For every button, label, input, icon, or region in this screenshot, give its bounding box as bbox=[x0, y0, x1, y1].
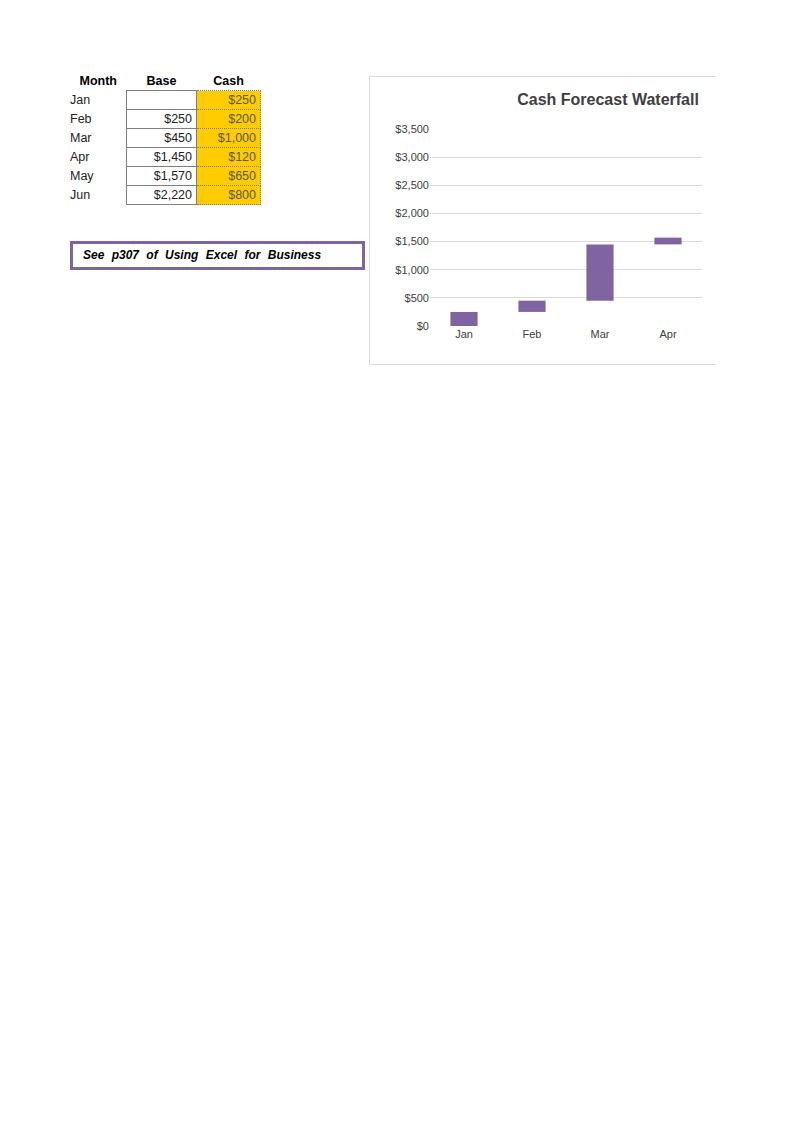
svg-text:$0: $0 bbox=[417, 320, 429, 332]
html-text:$200: $200 bbox=[228, 112, 256, 126]
html-text:$800: $800 bbox=[228, 188, 256, 202]
html-text:May: May bbox=[70, 169, 94, 183]
html-text:Mar: Mar bbox=[70, 131, 92, 145]
html-text:$1,450: $1,450 bbox=[153, 150, 192, 164]
svg-text:Jan: Jan bbox=[455, 328, 473, 340]
svg-text:$1,000: $1,000 bbox=[395, 264, 429, 276]
html-text:Jan: Jan bbox=[70, 93, 91, 107]
html-text:Apr: Apr bbox=[70, 150, 90, 164]
html-text:$1,000: $1,000 bbox=[217, 131, 256, 145]
html-text:$650: $650 bbox=[228, 169, 256, 183]
svg-text:Apr: Apr bbox=[659, 328, 676, 340]
svg-text:Cash Forecast Waterfall: Cash Forecast Waterfall bbox=[517, 91, 699, 108]
html-text:Jun: Jun bbox=[70, 188, 91, 202]
html-text:$120: $120 bbox=[228, 150, 256, 164]
svg-text:$2,000: $2,000 bbox=[395, 207, 429, 219]
svg-text:$3,500: $3,500 bbox=[395, 123, 429, 135]
svg-text:Feb: Feb bbox=[523, 328, 542, 340]
html-text:$2,220: $2,220 bbox=[153, 188, 192, 202]
svg-text:$2,500: $2,500 bbox=[395, 179, 429, 191]
html-text:Feb: Feb bbox=[70, 112, 92, 126]
svg-text:$1,500: $1,500 bbox=[395, 235, 429, 247]
html-text:Base: Base bbox=[146, 74, 177, 88]
html-text:Cash: Cash bbox=[213, 74, 244, 88]
svg-text:$3,000: $3,000 bbox=[395, 151, 429, 163]
html-text:$250: $250 bbox=[228, 93, 256, 107]
svg-text:Mar: Mar bbox=[591, 328, 610, 340]
html-text:$1,570: $1,570 bbox=[153, 169, 192, 183]
html-text:$450: $450 bbox=[164, 131, 192, 145]
svg-text:$500: $500 bbox=[405, 292, 429, 304]
html-text:See p307 of Using Excel for Bu: See p307 of Using Excel for Business bbox=[83, 248, 322, 262]
html-text:$250: $250 bbox=[164, 112, 192, 126]
html-text:Month: Month bbox=[79, 74, 117, 89]
